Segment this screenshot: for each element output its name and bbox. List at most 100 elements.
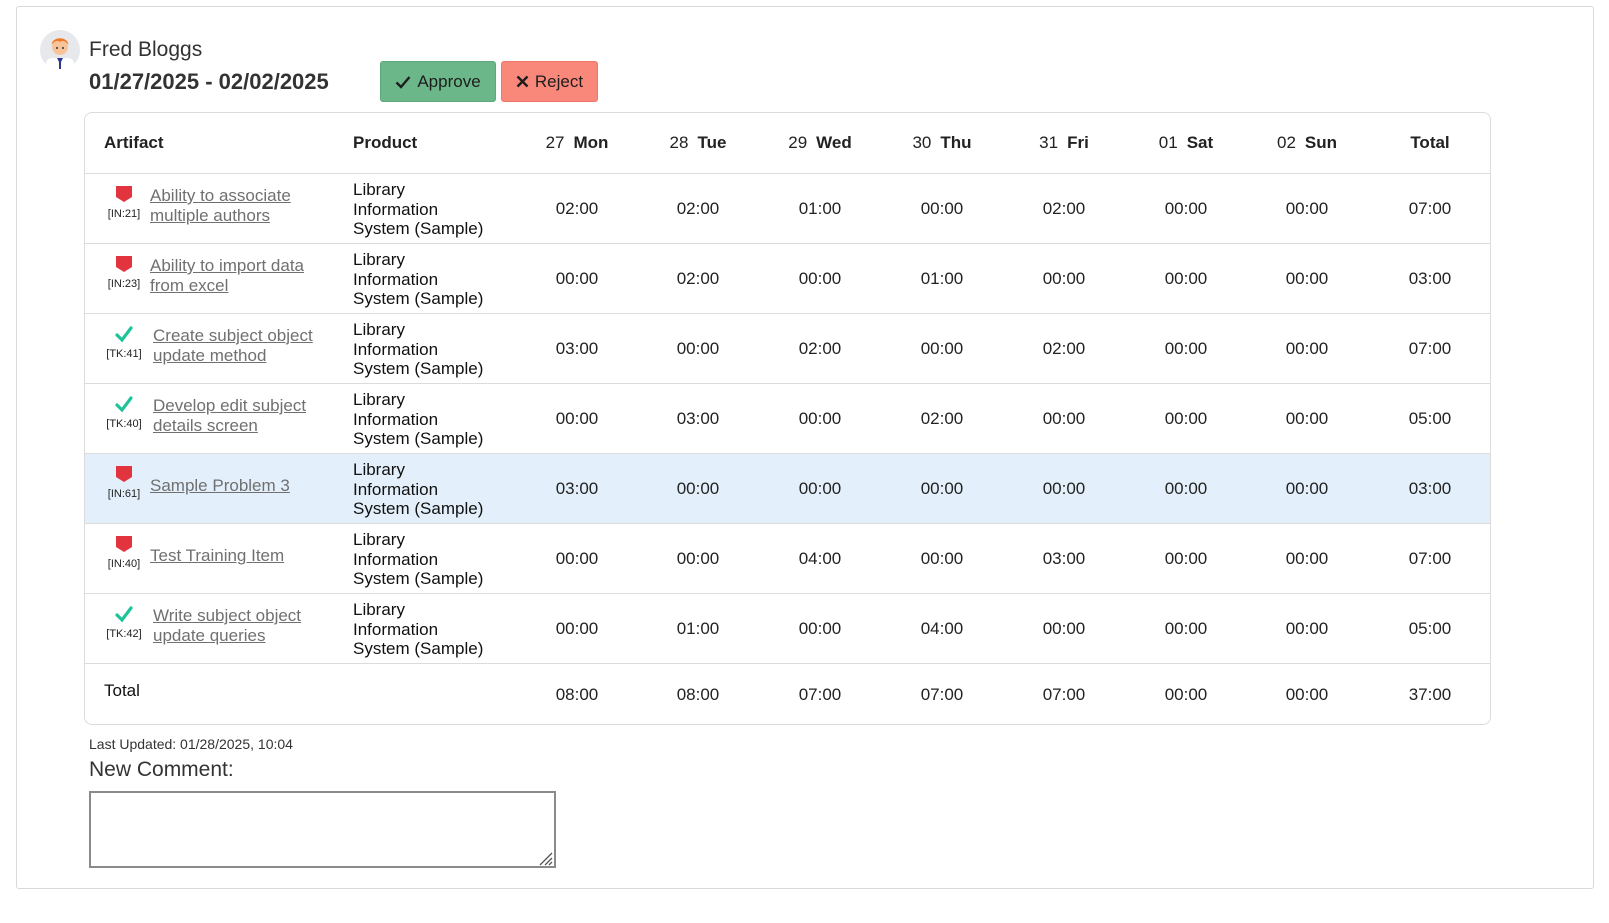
header-day: 30 Thu [882, 133, 1002, 153]
new-comment-label: New Comment: [89, 758, 234, 781]
product-name: Library Information System (Sample) [353, 390, 484, 448]
artifact-link[interactable]: Ability to associate multiple authors [150, 186, 291, 225]
hours-cell: 03:00 [1042, 549, 1086, 568]
hours-cell: 00:00 [555, 269, 599, 288]
table-row: [IN:23] Ability to import data from excel L… [85, 243, 1490, 313]
hours-cell: 00:00 [1042, 409, 1086, 428]
product-name: Library Information System (Sample) [353, 530, 484, 588]
hours-cell: 00:00 [1285, 619, 1329, 638]
check-icon [115, 326, 133, 343]
artifact-link[interactable]: Write subject object update queries [153, 606, 302, 645]
artifact-id: [TK:41] [106, 348, 142, 360]
artifact-type: [IN:61] [105, 466, 143, 500]
row-total: 05:00 [1408, 619, 1452, 638]
date-range: 01/27/2025 - 02/02/2025 [89, 69, 329, 94]
artifact-id: [IN:23] [107, 278, 141, 290]
flag-icon [116, 466, 132, 482]
artifact-type: [IN:40] [105, 536, 143, 570]
hours-cell: 00:00 [1285, 269, 1329, 288]
artifact-link[interactable]: Create subject object update method [153, 326, 313, 365]
grand-total: 37:00 [1408, 685, 1452, 704]
hours-cell: 00:00 [1042, 479, 1086, 498]
header-day: 31 Fri [1004, 133, 1124, 153]
hours-cell: 02:00 [555, 199, 599, 218]
hours-cell: 00:00 [1285, 409, 1329, 428]
flag-icon [116, 186, 132, 202]
hours-cell: 02:00 [920, 409, 964, 428]
reject-label: Reject [534, 71, 584, 91]
new-comment-field[interactable] [89, 791, 556, 868]
artifact-link[interactable]: Sample Problem 3 [150, 476, 290, 495]
row-total: 03:00 [1408, 269, 1452, 288]
product-name: Library Information System (Sample) [353, 600, 484, 658]
avatar [40, 30, 80, 70]
flag-icon [116, 256, 132, 272]
header-day-name: Tue [697, 133, 727, 152]
hours-cell: 01:00 [676, 619, 720, 638]
product-name: Library Information System (Sample) [353, 250, 484, 308]
header-day-name: Thu [940, 133, 972, 152]
hours-cell: 00:00 [1164, 199, 1208, 218]
close-icon [516, 75, 529, 88]
hours-cell: 01:00 [920, 269, 964, 288]
header-day-number: 31 [1039, 133, 1059, 152]
hours-cell: 02:00 [1042, 199, 1086, 218]
table-row: [IN:61] Sample Problem 3 Library Informatio… [85, 453, 1490, 523]
header-day: 02 Sun [1247, 133, 1367, 153]
hours-cell: 00:00 [798, 619, 842, 638]
header-day: 27 Mon [517, 133, 637, 153]
table-row: [TK:42] Write subject object update querie… [85, 593, 1490, 663]
header-day-number: 29 [788, 133, 808, 152]
artifact-type: [IN:23] [105, 256, 143, 290]
hours-cell: 03:00 [676, 409, 720, 428]
artifact-link[interactable]: Ability to import data from excel [150, 256, 305, 295]
hours-cell: 00:00 [1285, 199, 1329, 218]
header-day-number: 27 [545, 133, 565, 152]
artifact-type: [TK:40] [105, 396, 143, 430]
header-day-number: 28 [669, 133, 689, 152]
total-hours-cell: 00:00 [1285, 685, 1329, 704]
total-hours-cell: 08:00 [555, 685, 599, 704]
header-day-name: Wed [816, 133, 852, 152]
approve-button[interactable]: Approve [380, 61, 496, 102]
table-row: [IN:40] Test Training Item Library Informat… [85, 523, 1490, 593]
hours-cell: 00:00 [1164, 409, 1208, 428]
hours-cell: 00:00 [676, 339, 720, 358]
reject-button[interactable]: Reject [501, 61, 598, 102]
hours-cell: 00:00 [798, 269, 842, 288]
hours-cell: 00:00 [1164, 339, 1208, 358]
header-day-number: 01 [1158, 133, 1178, 152]
header-total: Total [1410, 133, 1450, 152]
total-hours-cell: 08:00 [676, 685, 720, 704]
artifact-type: [TK:41] [105, 326, 143, 360]
hours-cell: 00:00 [1285, 549, 1329, 568]
header-day: 28 Tue [638, 133, 758, 153]
check-icon [395, 75, 411, 89]
artifact-link[interactable]: Develop edit subject details screen [153, 396, 307, 435]
hours-cell: 03:00 [555, 479, 599, 498]
hours-cell: 02:00 [676, 199, 720, 218]
approve-label: Approve [417, 71, 481, 91]
total-hours-cell: 07:00 [798, 685, 842, 704]
hours-cell: 00:00 [1164, 549, 1208, 568]
hours-cell: 04:00 [920, 619, 964, 638]
row-total: 07:00 [1408, 549, 1452, 568]
table-header-row: Artifact Product 27 Mon 28 Tue 29 Wed 30 Thu 31 F… [85, 113, 1490, 173]
table-row: [IN:21] Ability to associate multiple auth… [85, 173, 1490, 243]
table-row: [TK:40] Develop edit subject details scree… [85, 383, 1490, 453]
hours-cell: 00:00 [920, 339, 964, 358]
header-day-name: Mon [573, 133, 609, 152]
last-updated: Last Updated: 01/28/2025, 10:04 [89, 736, 293, 752]
table-row: [TK:41] Create subject object update metho… [85, 313, 1490, 383]
timecard-table: Artifact Product 27 Mon 28 Tue 29 Wed 30 Thu 31 F… [84, 112, 1491, 725]
artifact-link[interactable]: Test Training Item [150, 546, 285, 565]
artifact-id: [TK:40] [106, 418, 142, 430]
artifact-id: [IN:40] [107, 558, 141, 570]
hours-cell: 04:00 [798, 549, 842, 568]
check-icon [115, 606, 133, 623]
total-hours-cell: 00:00 [1164, 685, 1208, 704]
resize-handle-icon[interactable] [537, 850, 553, 866]
hours-cell: 02:00 [798, 339, 842, 358]
artifact-id: [IN:21] [107, 208, 141, 220]
artifact-type: [IN:21] [105, 186, 143, 220]
